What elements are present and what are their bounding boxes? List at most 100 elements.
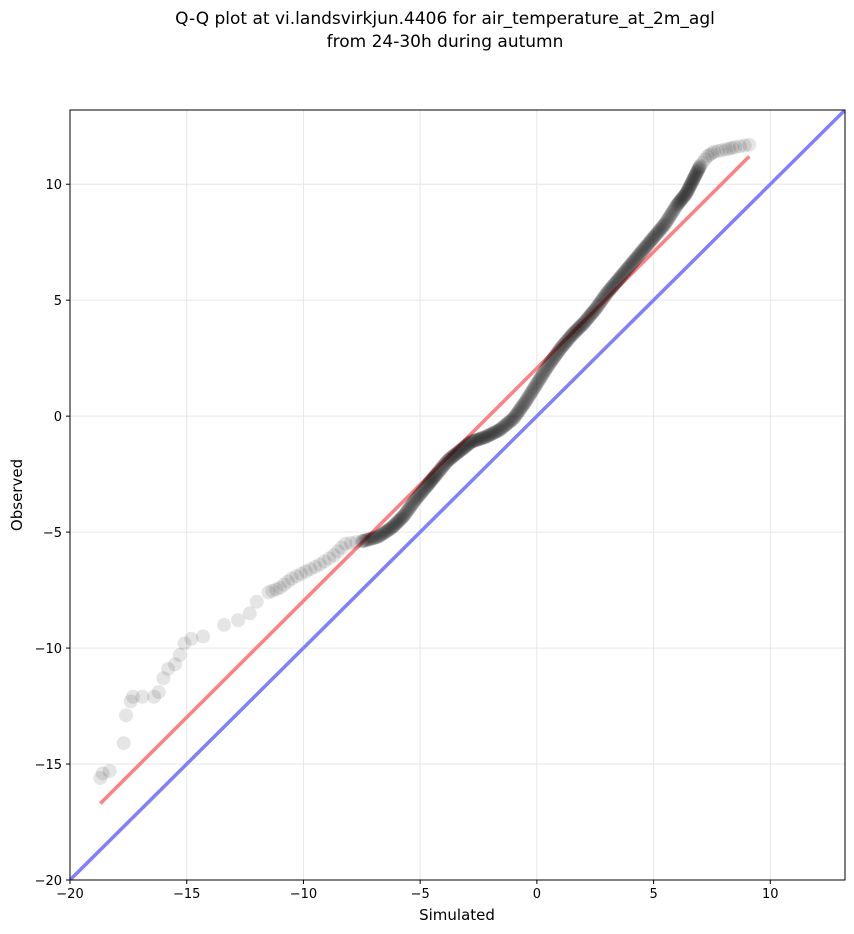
quantile-point-fill-181 — [516, 397, 531, 412]
quantile-point-fill-27 — [372, 529, 387, 544]
quantile-point-fill-200 — [534, 370, 549, 385]
quantile-point-fill-363 — [677, 188, 692, 203]
quantile-point-fill-178 — [514, 401, 529, 416]
quantile-point-fill-233 — [563, 329, 578, 344]
quantile-point-fill-230 — [560, 332, 575, 347]
quantile-point-fill-169 — [505, 412, 520, 427]
quantile-point-fill-349 — [667, 202, 682, 217]
quantile-point-fill-191 — [525, 383, 540, 398]
quantile-point-fill-64 — [406, 494, 421, 509]
quantile-point-fill-171 — [508, 409, 523, 424]
quantile-point-19 — [242, 606, 257, 621]
quantile-point-fill-219 — [550, 345, 565, 360]
quantile-point-31 — [396, 508, 411, 523]
quantile-point-fill-96 — [433, 462, 448, 477]
quantile-point-fill-36 — [381, 523, 396, 538]
quantile-point-fill-313 — [635, 243, 650, 258]
quantile-point-fill-271 — [597, 289, 612, 304]
quantile-point-54 — [669, 198, 684, 213]
quantile-point-fill-188 — [523, 387, 538, 402]
quantile-point-fill-127 — [461, 437, 476, 452]
quantile-point-fill-279 — [604, 280, 619, 295]
quantile-point-fill-231 — [561, 331, 576, 346]
quantile-point-46 — [576, 316, 591, 331]
quantile-point-fill-174 — [510, 405, 525, 420]
quantile-point-fill-295 — [619, 263, 634, 278]
quantile-point-fill-202 — [535, 367, 550, 382]
quantile-point-fill-275 — [601, 284, 616, 299]
quantile-point-fill-294 — [618, 264, 633, 279]
quantile-point-fill-20 — [362, 532, 377, 547]
quantile-point-fill-147 — [482, 428, 497, 443]
quantile-point-fill-32 — [377, 525, 392, 540]
x-tick-label-1: −15 — [173, 887, 200, 902]
quantile-point-fill-66 — [409, 491, 424, 506]
quantile-point-fill-150 — [485, 426, 500, 441]
quantile-point-fill-132 — [466, 433, 481, 448]
quantile-point-fill-193 — [527, 380, 542, 395]
quantile-point-26 — [326, 548, 341, 563]
quantile-point-fill-243 — [572, 320, 587, 335]
quantile-point-fill-347 — [665, 204, 680, 219]
quantile-point-fill-35 — [380, 523, 395, 538]
quantile-point-12 — [168, 657, 183, 672]
quantile-point-fill-215 — [547, 350, 562, 365]
quantile-point-fill-315 — [637, 241, 652, 256]
quantile-point-fill-240 — [569, 323, 584, 337]
x-axis-ticks: −20 −15 −10 −5 0 5 10 — [56, 880, 779, 902]
quantile-point-fill-223 — [554, 339, 569, 354]
x-tick-label-6: 10 — [762, 887, 779, 902]
quantile-point-fill-292 — [616, 266, 631, 281]
quantile-point-fill-319 — [640, 237, 655, 252]
quantile-point-fill-78 — [419, 479, 434, 494]
y-axis-label: Observed — [8, 459, 26, 531]
quantile-point-fill-334 — [654, 221, 669, 236]
quantile-point-fill-194 — [528, 379, 543, 394]
quantile-point-fill-293 — [617, 265, 632, 280]
quantile-point-40 — [506, 411, 521, 426]
quantile-point-fill-102 — [438, 456, 453, 471]
quantile-point-fill-72 — [414, 485, 429, 500]
y-tick-label-5: 5 — [54, 294, 62, 309]
quantile-point-fill-106 — [442, 451, 457, 466]
quantile-point-fill-105 — [441, 452, 456, 467]
quantile-point-fill-121 — [456, 441, 471, 456]
quantile-point-32 — [408, 492, 423, 507]
quantile-point-fill-356 — [673, 193, 688, 208]
quantile-point-18 — [231, 613, 246, 628]
quantile-point-fill-364 — [678, 187, 693, 202]
quantile-point-fill-113 — [448, 447, 463, 462]
quantile-point-fill-53 — [397, 507, 412, 522]
quantile-point-62 — [742, 137, 757, 152]
quantile-point-35 — [441, 453, 456, 468]
quantile-point-fill-159 — [495, 420, 510, 435]
quantile-point-fill-273 — [599, 287, 614, 302]
quantile-point-fill-9 — [322, 551, 337, 566]
quantile-point-fill-173 — [509, 406, 524, 421]
quantile-point-fill-122 — [457, 440, 472, 455]
quantile-point-20 — [249, 594, 264, 609]
quantile-point-0 — [93, 770, 108, 785]
chart-title: Q-Q plot at vi.landsvirkjun.4406 for air… — [175, 9, 715, 29]
quantile-point-fill-325 — [645, 231, 660, 246]
quantile-point-fill-74 — [415, 483, 430, 498]
quantile-point-fill-237 — [567, 325, 582, 340]
quantile-point-fill-38 — [383, 521, 398, 536]
quantile-point-fill-268 — [594, 293, 609, 308]
quantile-point-fill-54 — [398, 506, 413, 521]
quantile-point-fill-391 — [695, 155, 710, 170]
quantile-point-fill-2 — [276, 577, 291, 592]
y-tick-label-3: −5 — [43, 526, 62, 541]
quantile-point-fill-7 — [308, 559, 323, 574]
quantile-point-fill-107 — [443, 451, 458, 466]
quantile-point-fill-190 — [524, 384, 539, 399]
quantile-point-fill-330 — [650, 225, 665, 240]
quantile-point-11 — [161, 661, 176, 676]
quantile-point-fill-148 — [483, 427, 498, 442]
quantile-point-fill-265 — [592, 296, 607, 311]
quantile-point-fill-46 — [390, 514, 405, 529]
quantile-point-fill-376 — [685, 174, 700, 189]
quantile-point-fill-128 — [462, 436, 477, 451]
quantile-point-fill-30 — [375, 527, 390, 542]
